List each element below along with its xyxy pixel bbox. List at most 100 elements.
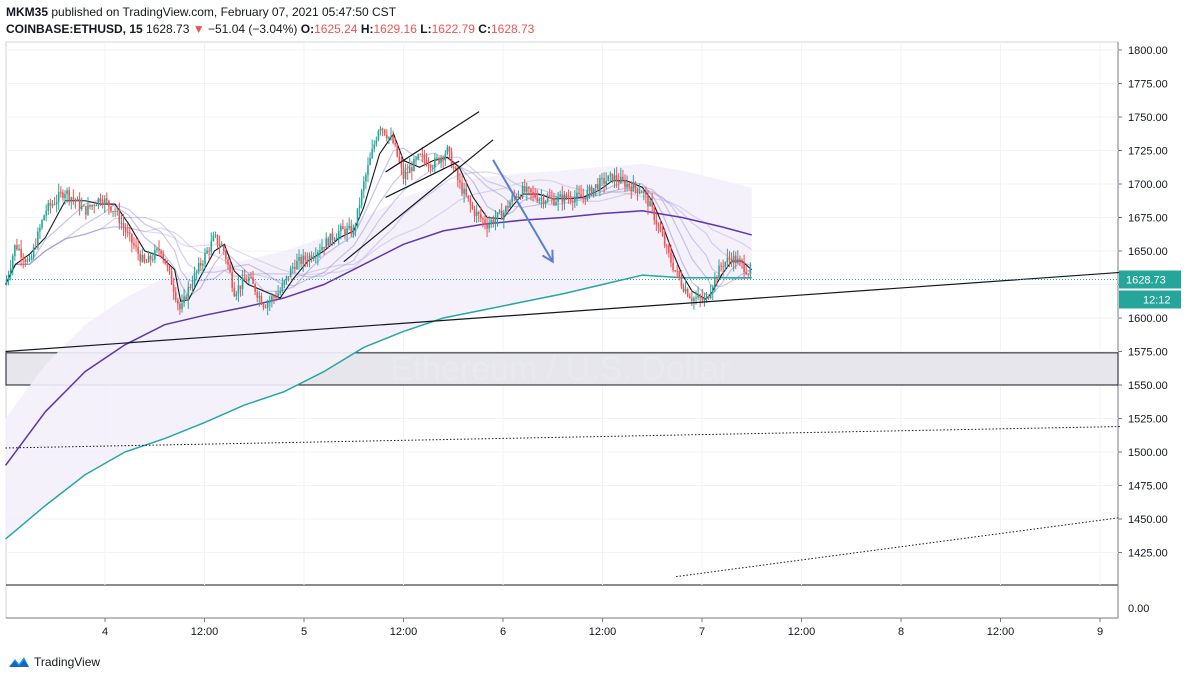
candle-body — [521, 185, 524, 198]
candle-body — [402, 167, 405, 179]
candle-body — [597, 184, 599, 190]
candle-body — [419, 154, 422, 156]
candle-body — [576, 192, 578, 198]
candle-body — [628, 183, 630, 187]
candle-body — [248, 277, 250, 282]
candle-body — [688, 296, 691, 299]
candle-body — [624, 179, 626, 188]
y-tick-label-lower: 0.00 — [1128, 603, 1149, 615]
candle-body — [659, 226, 662, 232]
candle-body — [266, 302, 269, 308]
candle-body — [494, 218, 497, 224]
candle-body — [404, 171, 407, 179]
candle-body — [636, 188, 639, 193]
candle-body — [588, 186, 591, 191]
candle-body — [93, 204, 96, 206]
candle-body — [492, 220, 495, 224]
candle-body — [262, 304, 265, 308]
candle-body — [523, 185, 526, 192]
candle-body — [350, 225, 353, 235]
candle-body — [594, 184, 597, 188]
candle-body — [528, 187, 530, 189]
y-tick-label: 1575.00 — [1128, 347, 1168, 359]
candle-body — [291, 266, 294, 269]
candle-body — [617, 180, 620, 183]
candle-body — [505, 206, 507, 213]
candle-body — [724, 262, 727, 267]
candle-body — [273, 296, 275, 298]
candle-body — [37, 231, 39, 248]
candle-body — [586, 190, 589, 200]
candle-body — [457, 169, 459, 180]
candle-body — [304, 255, 307, 260]
candle-body — [484, 219, 486, 225]
candle-body — [536, 197, 539, 202]
candle-body — [707, 296, 710, 299]
candle-body — [599, 178, 601, 190]
candle-body — [431, 167, 434, 169]
candle-body — [561, 194, 564, 203]
candle-body — [592, 187, 595, 195]
candle-body — [70, 197, 73, 201]
x-tick-label: 6 — [500, 626, 506, 638]
candle-body — [62, 192, 64, 199]
candle-body — [622, 176, 624, 180]
wedge-line — [385, 111, 480, 173]
candle-body — [245, 280, 248, 282]
candle-body — [417, 154, 419, 159]
close-value: 1628.73 — [490, 22, 535, 36]
candle-body — [584, 197, 587, 200]
candle-body — [695, 297, 697, 299]
candle-body — [511, 195, 513, 203]
candle-body — [191, 284, 194, 288]
y-tick-label: 1550.00 — [1128, 380, 1168, 392]
x-tick-label: 7 — [699, 626, 705, 638]
candle-body — [78, 198, 81, 209]
candle-body — [156, 248, 158, 250]
candle-body — [375, 139, 378, 145]
candle-body — [308, 255, 311, 262]
candle-body — [661, 231, 664, 236]
candle-body — [298, 257, 300, 261]
candle-body — [555, 202, 557, 205]
candle-body — [436, 157, 438, 159]
candle-body — [275, 296, 277, 298]
candle-body — [14, 245, 16, 257]
candle-body — [212, 235, 215, 242]
branding[interactable]: TradingView — [8, 654, 100, 670]
candle-body — [532, 192, 534, 194]
last-price-label: 1628.73 — [1126, 275, 1166, 287]
candle-body — [143, 254, 146, 262]
candle-body — [319, 250, 321, 253]
candle-body — [162, 253, 165, 259]
candle-body — [11, 256, 14, 269]
y-tick-label: 1700.00 — [1128, 179, 1168, 191]
candle-body — [590, 186, 593, 195]
ascending-trendline — [5, 271, 1120, 353]
candle-body — [674, 270, 676, 272]
candle-body — [480, 214, 482, 219]
candle-body — [154, 249, 156, 260]
low-value: 1622.79 — [431, 22, 475, 36]
candle-body — [360, 190, 363, 206]
candle-body — [160, 250, 162, 254]
candle-body — [732, 255, 735, 264]
candle-body — [243, 277, 246, 281]
candle-body — [356, 208, 359, 226]
y-tick-label: 1675.00 — [1128, 213, 1168, 225]
candle-body — [101, 202, 104, 205]
author-name[interactable]: MKM35 — [6, 5, 49, 19]
y-tick-label: 1725.00 — [1128, 146, 1168, 158]
candle-body — [655, 219, 658, 225]
candle-body — [649, 201, 651, 207]
candle-body — [183, 296, 185, 304]
candle-body — [377, 130, 380, 140]
candle-body — [691, 298, 693, 301]
candle-body — [181, 303, 183, 310]
arrow-head-icon — [541, 249, 554, 264]
candle-body — [66, 190, 68, 194]
candle-body — [114, 211, 116, 213]
candle-body — [166, 264, 169, 267]
candle-body — [542, 197, 545, 204]
